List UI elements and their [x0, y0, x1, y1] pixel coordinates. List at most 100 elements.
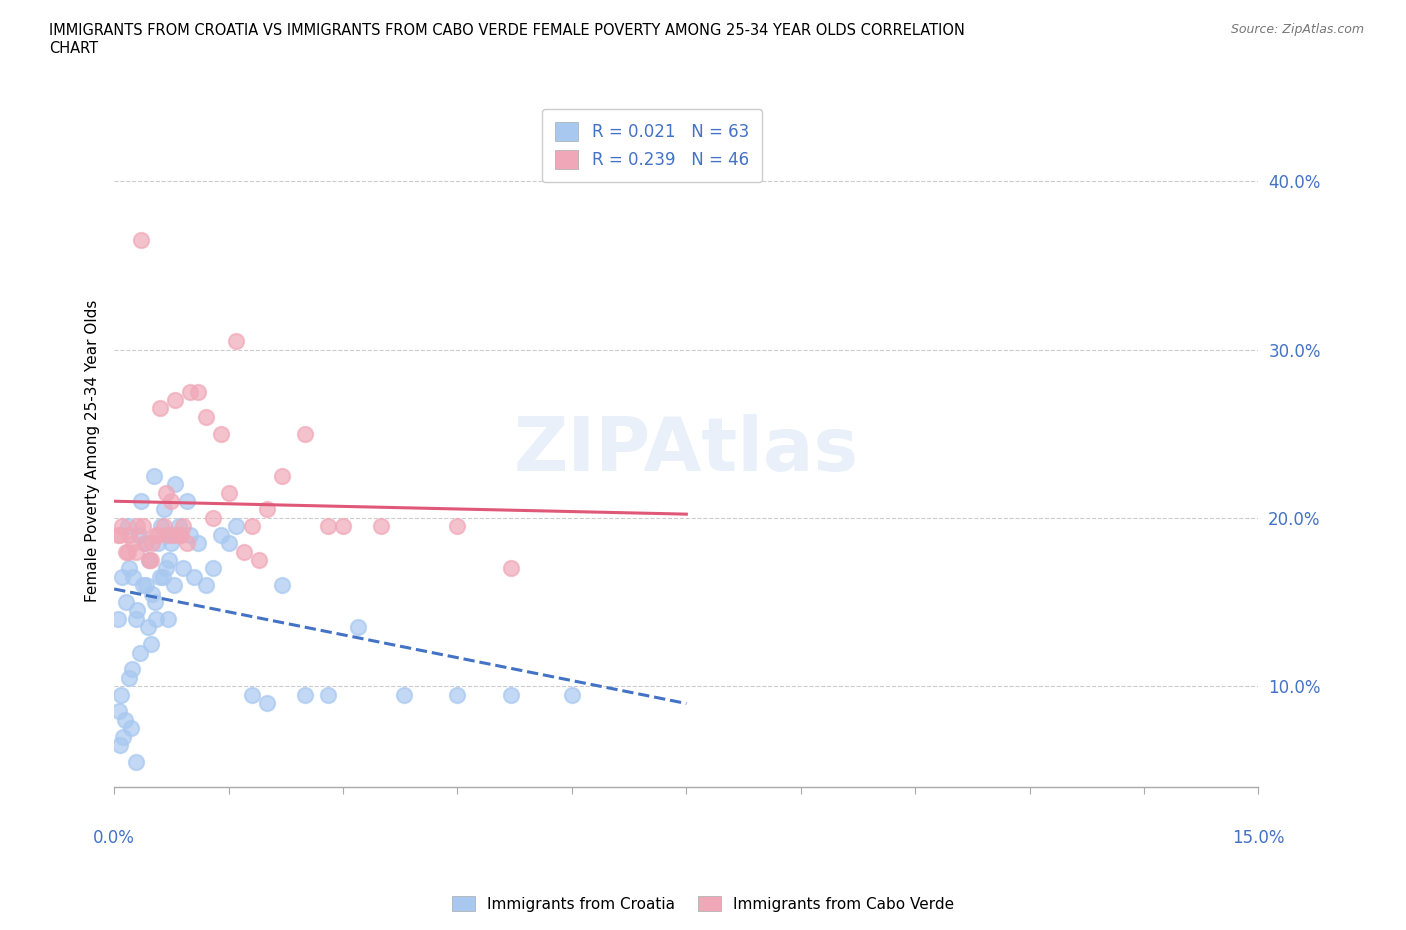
Point	[170, 527, 193, 542]
Point	[218, 485, 240, 500]
Point	[118, 527, 141, 542]
Point	[155, 485, 177, 500]
Point	[107, 611, 129, 626]
Point	[165, 477, 187, 492]
Point	[176, 494, 198, 509]
Point	[446, 687, 468, 702]
Point	[150, 519, 173, 534]
Point	[152, 569, 174, 584]
Point	[128, 527, 150, 542]
Point	[240, 687, 263, 702]
Point	[145, 527, 167, 542]
Point	[138, 552, 160, 567]
Point	[446, 519, 468, 534]
Point	[271, 578, 294, 592]
Point	[125, 519, 148, 534]
Legend: Immigrants from Croatia, Immigrants from Cabo Verde: Immigrants from Croatia, Immigrants from…	[446, 889, 960, 918]
Point	[124, 754, 146, 769]
Point	[225, 334, 247, 349]
Point	[163, 578, 186, 592]
Point	[129, 232, 152, 247]
Point	[156, 611, 179, 626]
Point	[152, 502, 174, 517]
Point	[160, 527, 183, 542]
Point	[118, 561, 141, 576]
Point	[114, 544, 136, 559]
Point	[271, 469, 294, 484]
Point	[247, 552, 270, 567]
Point	[316, 687, 339, 702]
Point	[499, 561, 522, 576]
Point	[139, 552, 162, 567]
Point	[225, 519, 247, 534]
Point	[167, 527, 190, 542]
Point	[129, 645, 152, 660]
Point	[117, 544, 139, 559]
Point	[132, 578, 155, 592]
Legend: R = 0.021   N = 63, R = 0.239   N = 46: R = 0.021 N = 63, R = 0.239 N = 46	[541, 109, 762, 182]
Point	[156, 527, 179, 542]
Point	[111, 519, 134, 534]
Point	[194, 409, 217, 424]
Text: 0.0%: 0.0%	[93, 830, 135, 847]
Point	[152, 519, 174, 534]
Point	[149, 401, 172, 416]
Point	[499, 687, 522, 702]
Point	[141, 586, 163, 601]
Point	[122, 569, 145, 584]
Point	[114, 712, 136, 727]
Point	[112, 729, 135, 744]
Point	[165, 392, 187, 407]
Point	[117, 519, 139, 534]
Point	[125, 603, 148, 618]
Point	[118, 671, 141, 685]
Point	[121, 662, 143, 677]
Point	[160, 494, 183, 509]
Point	[172, 519, 194, 534]
Point	[209, 426, 232, 441]
Point	[187, 384, 209, 399]
Point	[163, 527, 186, 542]
Point	[145, 611, 167, 626]
Point	[256, 696, 278, 711]
Point	[347, 619, 370, 634]
Point	[132, 519, 155, 534]
Point	[107, 527, 129, 542]
Point	[209, 527, 232, 542]
Point	[172, 561, 194, 576]
Point	[159, 536, 181, 551]
Point	[110, 527, 132, 542]
Point	[122, 536, 145, 551]
Point	[134, 536, 156, 551]
Point	[392, 687, 415, 702]
Point	[218, 536, 240, 551]
Point	[202, 561, 225, 576]
Point	[129, 494, 152, 509]
Point	[332, 519, 354, 534]
Y-axis label: Female Poverty Among 25-34 Year Olds: Female Poverty Among 25-34 Year Olds	[86, 299, 100, 602]
Point	[294, 426, 316, 441]
Point	[148, 527, 170, 542]
Point	[561, 687, 583, 702]
Point	[183, 569, 205, 584]
Point	[179, 384, 201, 399]
Point	[120, 721, 142, 736]
Point	[370, 519, 392, 534]
Point	[256, 502, 278, 517]
Point	[134, 536, 156, 551]
Point	[240, 519, 263, 534]
Point	[139, 637, 162, 652]
Point	[138, 552, 160, 567]
Point	[202, 511, 225, 525]
Point	[145, 594, 167, 609]
Point	[187, 536, 209, 551]
Text: 15.0%: 15.0%	[1232, 830, 1285, 847]
Point	[294, 687, 316, 702]
Point	[110, 687, 132, 702]
Text: Source: ZipAtlas.com: Source: ZipAtlas.com	[1230, 23, 1364, 36]
Point	[155, 561, 177, 576]
Point	[157, 552, 180, 567]
Point	[136, 619, 159, 634]
Point	[107, 704, 129, 719]
Point	[114, 594, 136, 609]
